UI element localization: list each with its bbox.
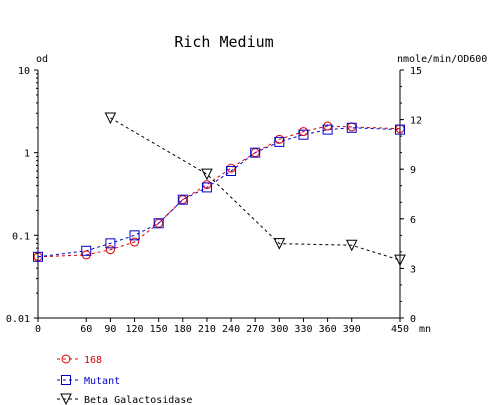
x-tick-label: 360 [319, 324, 337, 335]
x-tick-label: 270 [246, 324, 264, 335]
series-line-2 [110, 117, 401, 261]
x-tick-label: 150 [150, 324, 168, 335]
left-tick-label: 10 [18, 66, 30, 77]
axes: 0 60 90 120 150 180 210 240 270 300 330 360 390 45010… [6, 66, 422, 335]
legend-label: Beta Galactosidase [84, 395, 192, 405]
right-tick-label: 9 [410, 165, 416, 176]
right-axis-unit: nmole/min/OD600 [397, 54, 487, 65]
x-tick-label: 90 [104, 324, 116, 335]
data-point-1 [346, 122, 357, 133]
data-point-1 [226, 166, 237, 177]
x-tick-label: 210 [198, 324, 216, 335]
data-point-1 [201, 182, 212, 193]
legend-label: 168 [84, 355, 102, 366]
data-point-2 [345, 239, 358, 252]
x-axis-unit: mn [419, 324, 431, 335]
series-lines [37, 117, 401, 261]
legend-marker [60, 393, 72, 405]
data-point-0 [130, 237, 140, 247]
data-point-0 [105, 245, 115, 255]
x-tick-label: 240 [222, 324, 240, 335]
data-point-1 [322, 124, 333, 135]
x-tick-label: 330 [294, 324, 312, 335]
legend-marker [61, 354, 71, 364]
legend-marker [61, 375, 71, 385]
right-tick-label: 0 [410, 314, 416, 325]
legend: 168 Mutant Beta Galactosidase [57, 354, 192, 405]
data-point-2 [394, 254, 406, 267]
x-tick-label: 450 [391, 324, 409, 335]
chart-title: Rich Medium [174, 33, 273, 51]
left-tick-label: 1 [24, 149, 30, 160]
data-point-1 [177, 194, 188, 205]
left-tick-label: 0.1 [12, 231, 30, 242]
data-point-1 [395, 124, 405, 135]
data-point-1 [33, 251, 43, 262]
left-axis-unit: od [36, 54, 48, 65]
data-point-1 [105, 238, 116, 249]
right-tick-label: 15 [410, 66, 422, 77]
x-tick-label: 390 [343, 324, 361, 335]
x-tick-label: 0 [35, 324, 41, 335]
x-tick-label: 120 [126, 324, 144, 335]
data-point-2 [273, 238, 286, 250]
right-tick-label: 6 [410, 215, 416, 226]
data-point-2 [201, 168, 213, 181]
right-tick-label: 12 [410, 116, 422, 127]
left-tick-label: 0.01 [6, 314, 30, 325]
x-tick-label: 60 [80, 324, 92, 335]
legend-label: Mutant [84, 376, 120, 387]
data-point-1 [250, 147, 261, 158]
data-point-1 [81, 245, 92, 256]
data-point-1 [153, 218, 164, 229]
series-line-1 [37, 127, 401, 258]
series-line-0 [37, 125, 401, 258]
x-tick-label: 300 [270, 324, 288, 335]
data-point-1 [129, 230, 140, 241]
data-point-2 [104, 112, 117, 125]
data-point-1 [298, 129, 309, 140]
right-tick-label: 3 [410, 264, 416, 275]
series-markers [33, 112, 406, 267]
x-tick-label: 180 [174, 324, 192, 335]
data-point-1 [274, 136, 285, 147]
